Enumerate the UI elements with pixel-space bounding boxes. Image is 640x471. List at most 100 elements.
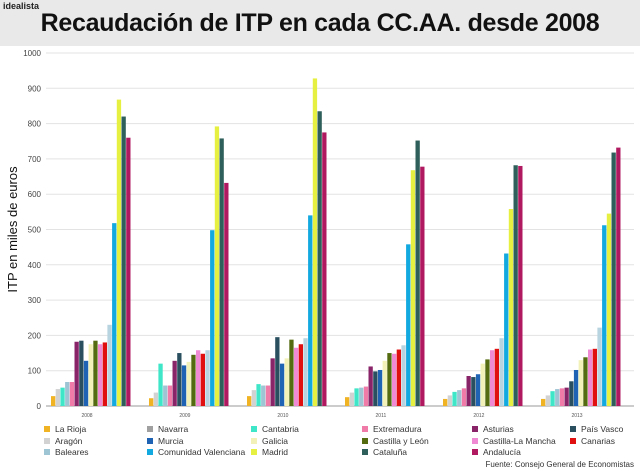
- bar: [289, 339, 294, 406]
- bar: [569, 381, 574, 406]
- bar: [406, 244, 411, 406]
- legend-swatch: [362, 449, 368, 455]
- bar: [98, 344, 103, 406]
- legend-label: La Rioja: [55, 424, 87, 434]
- bar: [186, 361, 191, 407]
- bar: [471, 377, 476, 406]
- bar: [588, 349, 593, 406]
- bar: [153, 392, 158, 406]
- legend-item: Castilla y León: [362, 436, 429, 447]
- bar: [55, 389, 60, 406]
- bar: [420, 166, 425, 406]
- bar: [396, 349, 401, 406]
- bar: [112, 223, 117, 406]
- bar: [116, 99, 122, 406]
- bar: [359, 387, 364, 406]
- legend-swatch: [251, 449, 257, 455]
- bar: [163, 385, 168, 406]
- bar: [65, 382, 70, 406]
- bar: [93, 340, 98, 406]
- bar: [564, 387, 569, 406]
- legend-label: Castilla y León: [373, 435, 429, 446]
- legend-swatch: [251, 437, 257, 444]
- bar: [200, 353, 205, 406]
- legend-label: Cantabria: [262, 424, 299, 434]
- y-tick-label: 100: [28, 367, 42, 376]
- legend-label: Asturias: [483, 424, 514, 434]
- legend-swatch: [251, 426, 257, 432]
- legend-label: Navarra: [158, 424, 189, 434]
- y-tick-label: 0: [37, 402, 42, 411]
- y-tick-label: 400: [28, 261, 42, 270]
- bar: [555, 389, 560, 406]
- bar: [172, 360, 177, 406]
- bar: [181, 365, 187, 406]
- legend-item: Castilla-La Mancha: [472, 436, 556, 447]
- bar: [51, 396, 56, 406]
- bar: [508, 209, 514, 406]
- bar: [247, 396, 252, 406]
- legend-swatch: [44, 426, 50, 432]
- bar: [210, 230, 215, 406]
- legend-item: Canarias: [570, 436, 615, 447]
- bar: [312, 78, 318, 407]
- bar: [275, 337, 280, 406]
- legend-label: País Vasco: [581, 424, 624, 434]
- legend-item: Galicia: [251, 436, 288, 447]
- bar: [447, 395, 452, 406]
- y-tick-label: 600: [28, 190, 42, 199]
- x-tick-label: 2008: [81, 413, 92, 419]
- bar: [354, 388, 359, 406]
- legend-item: Aragón: [44, 436, 82, 447]
- bar: [485, 359, 490, 406]
- bar: [377, 369, 383, 406]
- bar: [602, 225, 607, 406]
- legend-item: Madrid: [251, 447, 288, 458]
- bar: [457, 390, 462, 406]
- bar: [518, 165, 523, 406]
- bar: [592, 348, 597, 406]
- bar: [578, 360, 583, 406]
- legend-item: Baleares: [44, 447, 89, 458]
- bar: [102, 342, 107, 406]
- bar: [475, 374, 481, 406]
- bar: [392, 353, 397, 406]
- bar: [284, 358, 289, 406]
- bar: [303, 338, 308, 406]
- legend-label: Andalucía: [483, 447, 521, 457]
- bar: [74, 341, 79, 406]
- bar: [177, 353, 182, 406]
- bar: [461, 388, 467, 406]
- legend-swatch: [362, 426, 368, 432]
- y-tick-label: 200: [28, 331, 42, 340]
- bar: [597, 327, 602, 406]
- bar: [317, 111, 322, 406]
- legend-label: Galicia: [262, 435, 288, 446]
- legend-item: Murcia: [147, 436, 184, 447]
- legend-swatch: [44, 449, 50, 455]
- bar: [265, 385, 271, 406]
- bar: [69, 382, 75, 406]
- bar: [363, 386, 369, 406]
- legend-label: Madrid: [262, 447, 288, 457]
- legend-swatch: [147, 449, 153, 455]
- legend-item: Navarra: [147, 424, 188, 435]
- bar: [499, 338, 504, 406]
- bar: [368, 366, 373, 406]
- legend-swatch: [472, 437, 478, 444]
- legend-swatch: [147, 437, 153, 444]
- bar: [349, 392, 354, 406]
- bar: [494, 348, 499, 406]
- bar: [158, 363, 163, 406]
- bar: [219, 138, 224, 406]
- x-tick-label: 2011: [376, 413, 387, 419]
- bar: [126, 137, 131, 406]
- y-tick-label: 700: [28, 155, 42, 164]
- bar: [261, 385, 266, 406]
- bar: [149, 398, 154, 406]
- y-tick-label: 900: [28, 84, 42, 93]
- bar: [541, 398, 546, 406]
- bar: [504, 253, 509, 406]
- legend-item: País Vasco: [570, 424, 623, 435]
- legend-item: Cataluña: [362, 447, 407, 458]
